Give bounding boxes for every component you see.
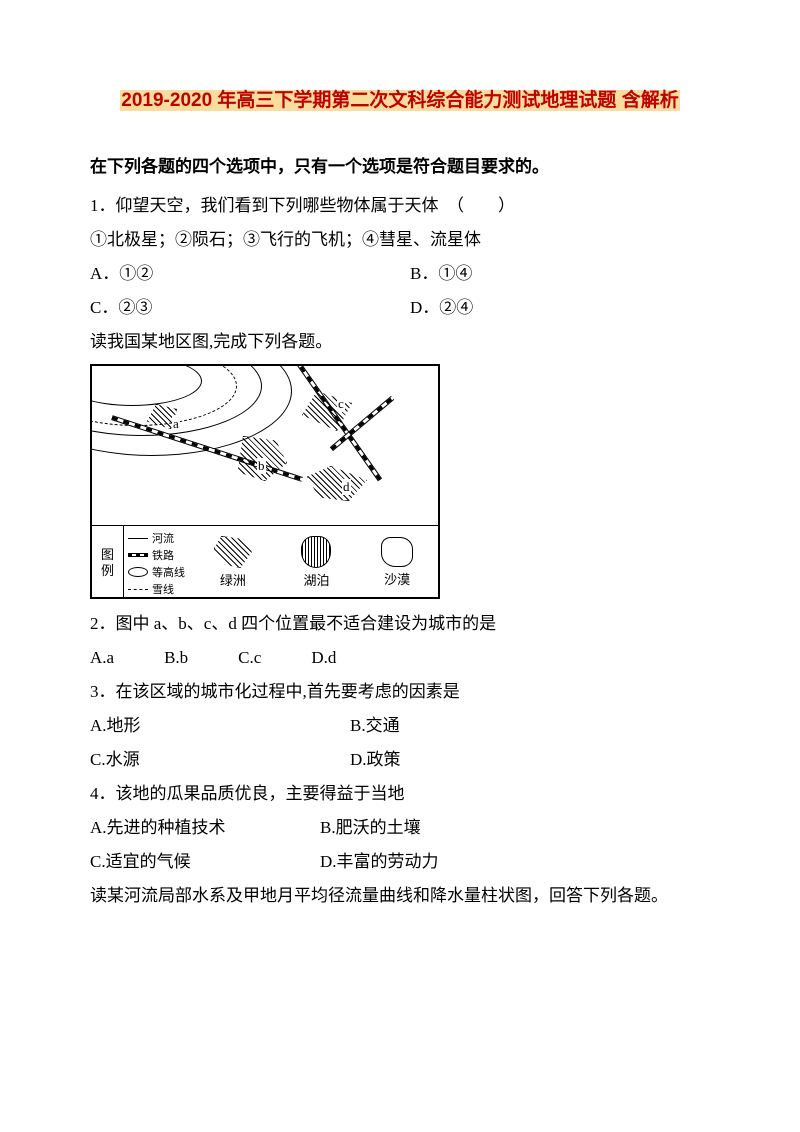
q2-optB: B.b <box>164 641 188 675</box>
legend-lines: 河流 铁路 等高线 雪线 <box>124 526 189 599</box>
q3-optC: C.水源 <box>90 743 350 777</box>
map-label-a: a <box>172 416 180 432</box>
desert-icon <box>381 537 413 567</box>
q2-options: A.a B.b C.c D.d <box>90 641 710 675</box>
map-figure: a b c d 图 例 河流 铁路 等高线 雪线 绿洲 湖泊 沙漠 <box>90 364 440 599</box>
q1-options-row1: A．①② B．①④ <box>90 257 710 291</box>
q2-text: 2．图中 a、b、c、d 四个位置最不适合建设为城市的是 <box>90 607 710 641</box>
q3-options-row2: C.水源 D.政策 <box>90 743 710 777</box>
q2-optC: C.c <box>238 641 261 675</box>
legend-river: 河流 <box>128 530 185 546</box>
contour-icon <box>128 567 148 577</box>
q1-items: ①北极星；②陨石；③飞行的飞机；④彗星、流星体 <box>90 223 710 257</box>
legend-desert: 沙漠 <box>381 537 413 588</box>
lake-icon <box>301 536 331 568</box>
q4-optC: C.适宜的气候 <box>90 845 320 879</box>
instruction-text: 在下列各题的四个选项中，只有一个选项是符合题目要求的。 <box>90 152 710 177</box>
q1-optA: A．①② <box>90 257 410 291</box>
legend-shapes: 绿洲 湖泊 沙漠 <box>189 526 438 599</box>
legend-title: 图 例 <box>92 526 124 599</box>
document-title: 2019-2020 年高三下学期第二次文科综合能力测试地理试题 含解析 <box>90 85 710 112</box>
q4-options-row1: A.先进的种植技术 B.肥沃的土壤 <box>90 811 710 845</box>
q1-text: 1．仰望天空，我们看到下列哪些物体属于天体 （ ） <box>90 189 710 223</box>
q4-options-row2: C.适宜的气候 D.丰富的劳动力 <box>90 845 710 879</box>
map-area: a b c d <box>92 366 438 526</box>
rail-icon <box>128 553 148 557</box>
q3-optB: B.交通 <box>350 709 710 743</box>
q4-optD: D.丰富的劳动力 <box>320 845 710 879</box>
q4-text: 4．该地的瓜果品质优良，主要得益于当地 <box>90 777 710 811</box>
q1-options-row2: C．②③ D．②④ <box>90 291 710 325</box>
q3-optD: D.政策 <box>350 743 710 777</box>
title-text: 2019-2020 年高三下学期第二次文科综合能力测试地理试题 含解析 <box>120 90 679 111</box>
legend-lake: 湖泊 <box>301 536 331 589</box>
legend-rail: 铁路 <box>128 547 185 563</box>
legend-contour: 等高线 <box>128 564 185 580</box>
q4-optA: A.先进的种植技术 <box>90 811 320 845</box>
q1-optB: B．①④ <box>410 257 710 291</box>
q1-optC: C．②③ <box>90 291 410 325</box>
legend-lake-label: 湖泊 <box>303 570 329 589</box>
oasis-icon <box>214 536 252 568</box>
snow-icon <box>128 589 148 590</box>
legend-rail-label: 铁路 <box>152 547 174 563</box>
oasis-shape <box>307 466 367 501</box>
q3-optA: A.地形 <box>90 709 350 743</box>
legend-oasis-label: 绿洲 <box>220 570 246 589</box>
q2-optD: D.d <box>311 641 336 675</box>
legend-snow: 雪线 <box>128 581 185 597</box>
legend-river-label: 河流 <box>152 530 174 546</box>
q2-optA: A.a <box>90 641 114 675</box>
map-label-d: d <box>342 479 351 495</box>
q4-optB: B.肥沃的土壤 <box>320 811 710 845</box>
map-label-c: c <box>337 396 345 412</box>
map-label-b: b <box>257 458 266 474</box>
legend-snow-label: 雪线 <box>152 581 174 597</box>
legend-oasis: 绿洲 <box>214 536 252 589</box>
legend-label-2: 例 <box>101 563 114 579</box>
passage1-text: 读我国某地区图,完成下列各题。 <box>90 325 710 359</box>
legend-desert-label: 沙漠 <box>384 569 410 588</box>
passage2-text: 读某河流局部水系及甲地月平均径流量曲线和降水量柱状图，回答下列各题。 <box>90 879 710 913</box>
legend-label-1: 图 <box>101 547 114 563</box>
q3-text: 3．在该区域的城市化过程中,首先要考虑的因素是 <box>90 675 710 709</box>
legend-contour-label: 等高线 <box>152 564 185 580</box>
river-icon <box>128 534 148 542</box>
q3-options-row1: A.地形 B.交通 <box>90 709 710 743</box>
q1-optD: D．②④ <box>410 291 710 325</box>
legend-area: 图 例 河流 铁路 等高线 雪线 绿洲 湖泊 沙漠 <box>92 526 438 599</box>
